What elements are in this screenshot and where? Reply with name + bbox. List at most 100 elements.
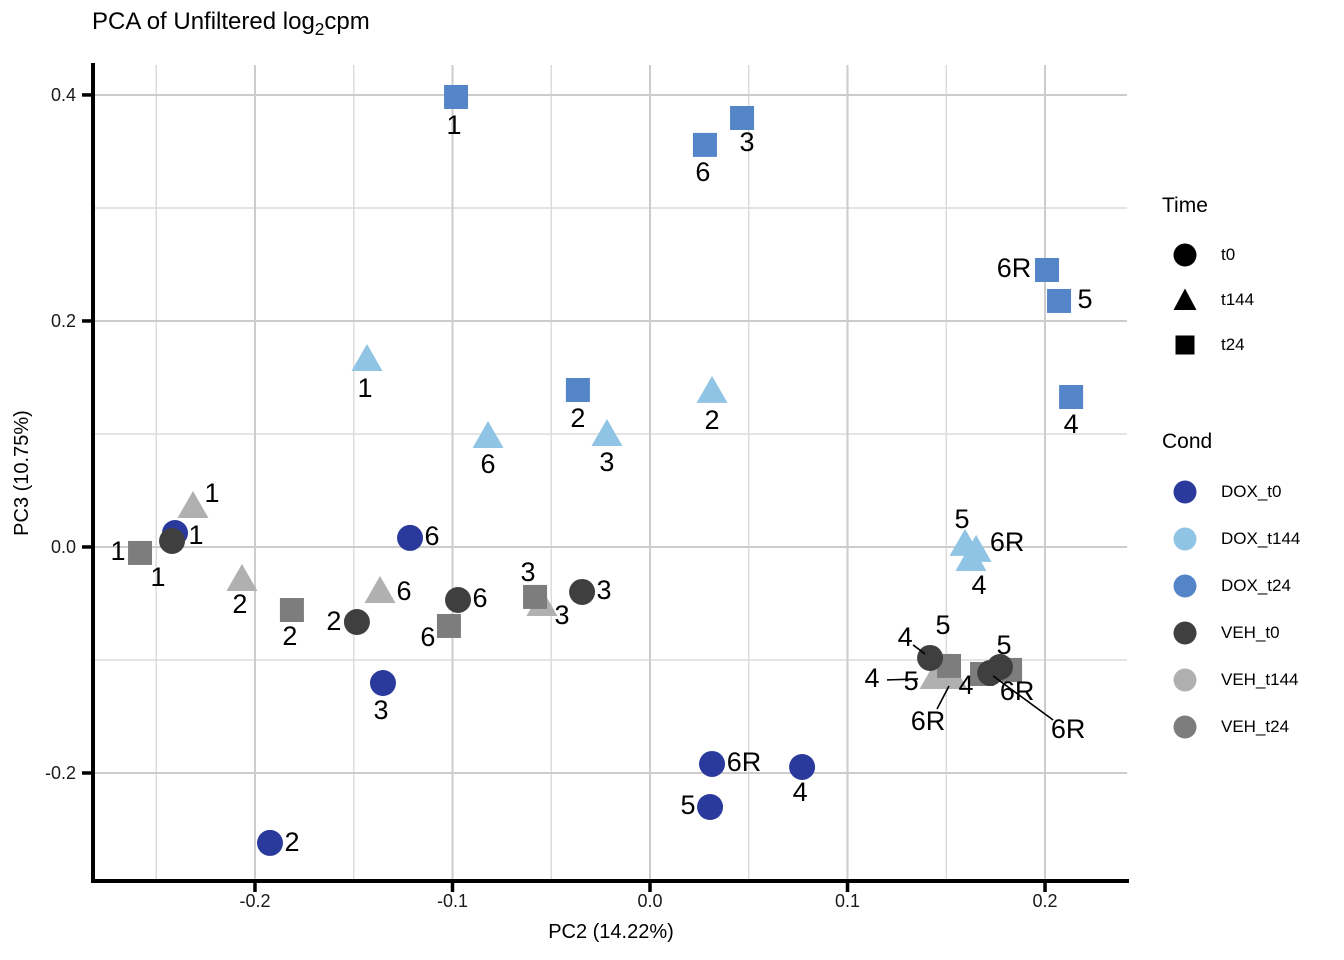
legend-item-label: VEH_t0 <box>1221 622 1280 642</box>
legend-item-label: t144 <box>1221 289 1255 309</box>
point-DOX_t144-3 <box>591 418 623 446</box>
point-label-DOX_t144-2: 2 <box>705 405 720 435</box>
x-tick-label: -0.1 <box>437 891 468 911</box>
point-VEH_t0-2 <box>343 609 370 636</box>
point-DOX_t0-5 <box>697 793 724 820</box>
circle-glyph <box>1173 243 1197 266</box>
point-label-VEH_t24-3: 3 <box>521 557 536 587</box>
point-label-DOX_t144-3: 3 <box>599 447 614 477</box>
point-VEH_t0-3 <box>569 578 596 605</box>
legend-triangle-icon <box>1173 288 1197 310</box>
x-axis-title: PC2 (14.22%) <box>548 921 674 943</box>
chart-title-main: PCA of Unfiltered log <box>92 8 315 35</box>
point-label-VEH_t24-6R: 6R <box>1000 676 1035 706</box>
circle-glyph <box>1173 621 1197 644</box>
square-glyph <box>1175 335 1195 354</box>
point-DOX_t0-6R <box>699 750 726 777</box>
legend-circle-icon <box>1173 243 1197 266</box>
point-label-VEH_t24-4: 4 <box>959 670 974 700</box>
point-label-VEH_t0-3: 3 <box>597 575 612 605</box>
x-tick-label: 0.2 <box>1033 891 1058 911</box>
legend-time-title: Time <box>1162 194 1208 217</box>
point-label-VEH_t24-5: 5 <box>936 610 951 640</box>
point-label-VEH_t144-5: 5 <box>904 666 919 696</box>
chart-title: PCA of Unfiltered log2cpm <box>92 8 370 40</box>
legend-circle-icon <box>1173 527 1197 550</box>
point-DOX_t144-6 <box>472 421 504 449</box>
point-label-DOX_t24-6: 6 <box>695 157 710 187</box>
legend-circle-icon <box>1173 621 1197 644</box>
legend-item-VEH_t144: VEH_t144 <box>1160 656 1344 703</box>
point-DOX_t0-4 <box>789 753 816 780</box>
label-leader-line <box>936 685 950 710</box>
point-VEH_t24-2 <box>279 598 304 623</box>
point-label-VEH_t144-3: 3 <box>554 600 569 630</box>
point-DOX_t24-1 <box>444 84 469 109</box>
point-label-DOX_t0-5: 5 <box>681 790 696 820</box>
point-VEH_t24-3 <box>523 584 548 609</box>
legend-time-items: t0 t144 t24 <box>1160 232 1344 367</box>
legend-item-label: DOX_t24 <box>1221 575 1291 595</box>
legend-cond: Cond DOX_t0 DOX_t144 DOX_t24 VEH_t0 VEH_t144… <box>1160 430 1344 750</box>
legend-cond-title: Cond <box>1162 430 1213 453</box>
y-tick-label: 0.2 <box>51 311 76 331</box>
chart-title-subscript: 2 <box>314 18 325 39</box>
circle-glyph <box>1173 527 1197 550</box>
y-tick-label: 0.4 <box>51 85 76 105</box>
point-label-DOX_t144-4: 4 <box>971 570 986 600</box>
point-DOX_t0-3 <box>369 670 396 697</box>
legend-item-label: DOX_t144 <box>1221 528 1301 548</box>
point-label-VEH_t0-4: 4 <box>898 622 913 652</box>
point-label-DOX_t24-3: 3 <box>740 127 755 157</box>
triangle-glyph <box>1173 288 1197 310</box>
point-label-DOX_t144-6R: 6R <box>990 527 1025 557</box>
legend-item-t0: t0 <box>1160 232 1344 277</box>
x-tick-label: -0.2 <box>239 891 270 911</box>
point-DOX_t24-2 <box>565 378 590 403</box>
y-axis-title: PC3 (10.75%) <box>11 410 33 536</box>
point-label-VEH_t24-1: 1 <box>111 536 126 566</box>
point-label-DOX_t0-4: 4 <box>793 777 808 807</box>
legend-circle-icon <box>1173 574 1197 597</box>
point-label-DOX_t24-4: 4 <box>1064 409 1079 439</box>
point-label-VEH_t0-5: 5 <box>996 630 1011 660</box>
legend-item-label: VEH_t24 <box>1221 716 1290 736</box>
point-VEH_t24-6 <box>436 613 461 638</box>
point-label-VEH_t0-1: 1 <box>151 562 166 592</box>
label-leader-line <box>912 644 926 655</box>
circle-glyph <box>1173 480 1197 503</box>
point-VEH_t24-1 <box>128 540 153 565</box>
point-label-VEH_t0-2: 2 <box>326 606 341 636</box>
legend-square-icon <box>1175 335 1195 354</box>
point-DOX_t24-6R <box>1035 257 1060 282</box>
x-tick-label: 0.0 <box>637 891 662 911</box>
legend-item-DOX_t24: DOX_t24 <box>1160 562 1344 609</box>
point-DOX_t24-6 <box>692 132 717 157</box>
point-label-DOX_t0-3: 3 <box>373 695 388 725</box>
point-VEH_t144-2 <box>226 563 258 591</box>
point-VEH_t144-6 <box>364 575 396 603</box>
point-DOX_t144-1 <box>351 343 383 371</box>
chart-title-tail: cpm <box>324 8 370 35</box>
point-DOX_t24-5 <box>1047 288 1072 313</box>
legend-cond-items: DOX_t0 DOX_t144 DOX_t24 VEH_t0 VEH_t144 VEH_t… <box>1160 468 1344 750</box>
legend-time: Time t0 t144 t24 <box>1160 194 1344 367</box>
point-label-DOX_t0-2: 2 <box>284 827 299 857</box>
legend-circle-icon <box>1173 480 1197 503</box>
point-label-VEH_t0-6: 6 <box>473 583 488 613</box>
y-tick-label: 0.0 <box>51 537 76 557</box>
point-DOX_t144-2 <box>696 375 728 403</box>
legend-item-DOX_t0: DOX_t0 <box>1160 468 1344 515</box>
point-label-VEH_t144-2: 2 <box>232 589 247 619</box>
point-label-DOX_t0-6R: 6R <box>727 747 762 777</box>
point-label-DOX_t24-1: 1 <box>447 110 462 140</box>
point-DOX_t0-6 <box>397 524 424 551</box>
point-label-DOX_t24-6R: 6R <box>997 253 1032 283</box>
point-VEH_t144-1 <box>177 490 209 518</box>
point-label-VEH_t0-6R: 6R <box>1051 714 1086 744</box>
point-DOX_t24-3 <box>730 105 755 130</box>
x-tick-label: 0.1 <box>835 891 860 911</box>
point-label-DOX_t144-5: 5 <box>955 504 970 534</box>
point-label-DOX_t144-6: 6 <box>481 449 496 479</box>
